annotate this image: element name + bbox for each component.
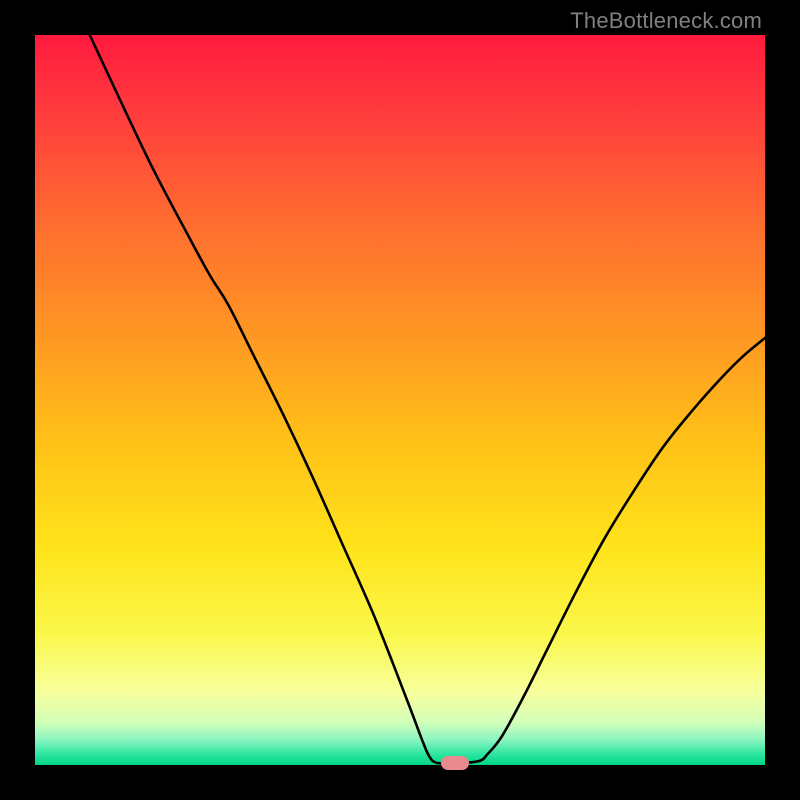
watermark-text: TheBottleneck.com [570,8,762,34]
chart-frame: TheBottleneck.com [0,0,800,800]
optimal-point-marker [441,756,469,770]
bottleneck-curve [35,35,765,765]
plot-area [35,35,765,765]
